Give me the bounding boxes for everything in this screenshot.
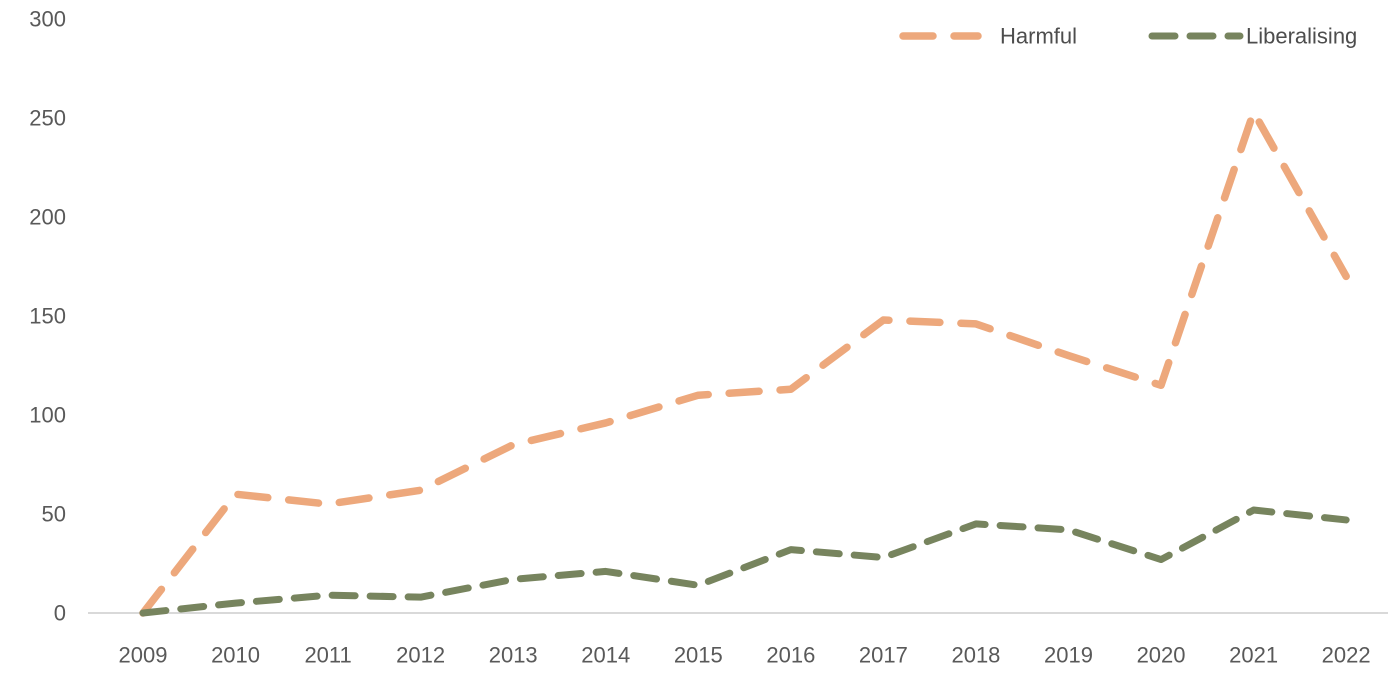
x-axis-tick-label: 2022 bbox=[1322, 643, 1371, 668]
x-axis-tick-label: 2010 bbox=[211, 643, 260, 668]
y-axis-tick-label: 250 bbox=[29, 106, 66, 131]
legend-label-harmful: Harmful bbox=[1000, 24, 1077, 49]
x-axis-tick-label: 2016 bbox=[766, 643, 815, 668]
y-axis-tick-label: 300 bbox=[29, 7, 66, 32]
x-axis-tick-label: 2017 bbox=[859, 643, 908, 668]
x-axis-tick-label: 2021 bbox=[1229, 643, 1278, 668]
x-axis-tick-label: 2013 bbox=[489, 643, 538, 668]
liberalising-series-line bbox=[139, 506, 1350, 617]
y-axis-tick-label: 0 bbox=[54, 601, 66, 626]
y-axis-tick-label: 50 bbox=[42, 502, 66, 527]
x-axis-tick-label: 2018 bbox=[951, 643, 1000, 668]
y-axis-tick-label: 150 bbox=[29, 304, 66, 329]
x-axis-tick-label: 2014 bbox=[581, 643, 630, 668]
x-axis-tick-label: 2015 bbox=[674, 643, 723, 668]
harmful-series-line bbox=[139, 108, 1350, 617]
x-axis-tick-label: 2011 bbox=[304, 643, 351, 668]
x-axis-tick-label: 2012 bbox=[396, 643, 445, 668]
x-axis-tick-label: 2019 bbox=[1044, 643, 1093, 668]
y-axis-tick-label: 200 bbox=[29, 205, 66, 230]
legend-label-liberalising: Liberalising bbox=[1246, 24, 1357, 49]
y-axis-tick-label: 100 bbox=[29, 403, 66, 428]
x-axis-tick-label: 2020 bbox=[1137, 643, 1186, 668]
x-axis-tick-label: 2009 bbox=[119, 643, 168, 668]
